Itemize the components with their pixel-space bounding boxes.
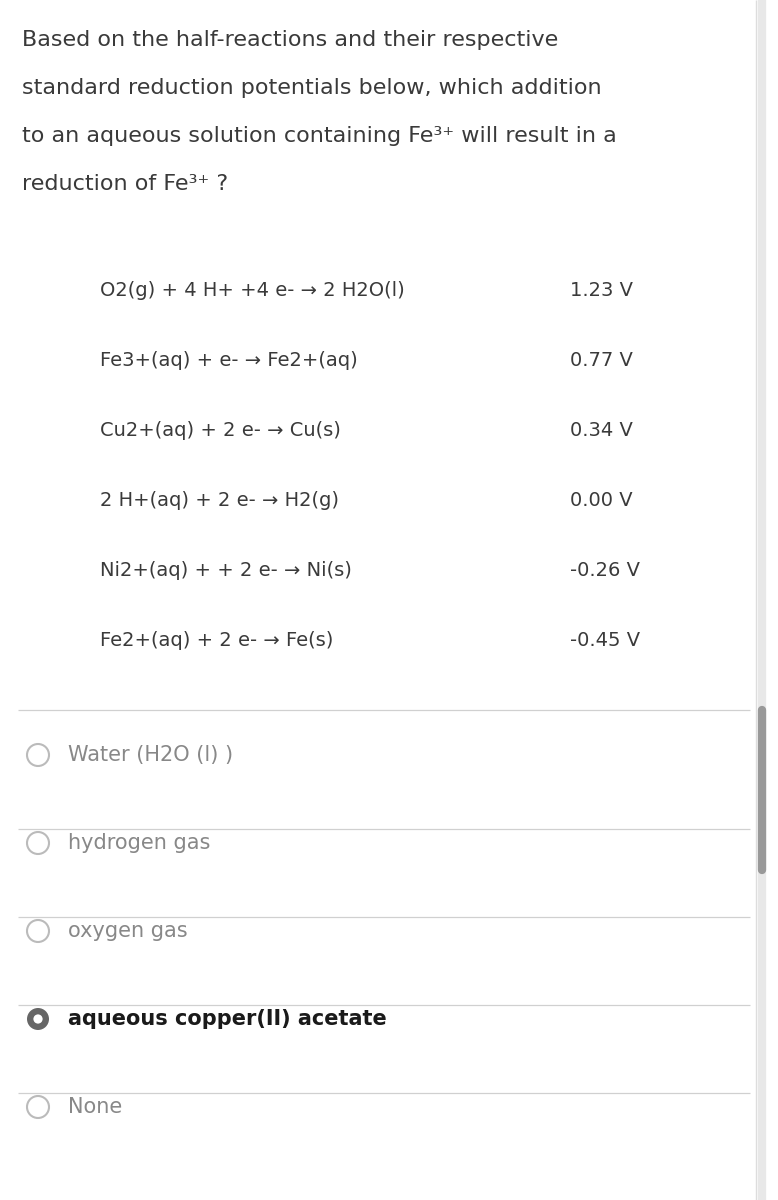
Circle shape — [27, 1096, 49, 1118]
Text: to an aqueous solution containing Fe³⁺ will result in a: to an aqueous solution containing Fe³⁺ w… — [22, 126, 617, 146]
Text: standard reduction potentials below, which addition: standard reduction potentials below, whi… — [22, 78, 601, 98]
Circle shape — [27, 832, 49, 854]
Text: 1.23 V: 1.23 V — [570, 281, 633, 300]
Text: oxygen gas: oxygen gas — [68, 922, 187, 941]
Text: Fe2+(aq) + 2 e- → Fe(s): Fe2+(aq) + 2 e- → Fe(s) — [100, 630, 334, 649]
Text: O2(g) + 4 H+ +4 e- → 2 H2O(l): O2(g) + 4 H+ +4 e- → 2 H2O(l) — [100, 281, 405, 300]
Text: Water (H2O (l) ): Water (H2O (l) ) — [68, 745, 233, 766]
Text: 0.00 V: 0.00 V — [570, 491, 633, 510]
Text: 0.77 V: 0.77 V — [570, 350, 633, 370]
Text: None: None — [68, 1097, 122, 1117]
Text: 0.34 V: 0.34 V — [570, 420, 633, 439]
Text: Fe3+(aq) + e- → Fe2+(aq): Fe3+(aq) + e- → Fe2+(aq) — [100, 350, 358, 370]
Text: 2 H+(aq) + 2 e- → H2(g): 2 H+(aq) + 2 e- → H2(g) — [100, 491, 339, 510]
Text: -0.45 V: -0.45 V — [570, 630, 640, 649]
Text: hydrogen gas: hydrogen gas — [68, 833, 210, 853]
Text: -0.26 V: -0.26 V — [570, 560, 640, 580]
Text: Ni2+(aq) + + 2 e- → Ni(s): Ni2+(aq) + + 2 e- → Ni(s) — [100, 560, 352, 580]
Text: reduction of Fe³⁺ ?: reduction of Fe³⁺ ? — [22, 174, 228, 194]
Text: Based on the half-reactions and their respective: Based on the half-reactions and their re… — [22, 30, 559, 50]
Circle shape — [33, 1014, 43, 1024]
Text: Cu2+(aq) + 2 e- → Cu(s): Cu2+(aq) + 2 e- → Cu(s) — [100, 420, 341, 439]
Circle shape — [27, 1008, 49, 1030]
Text: aqueous copper(II) acetate: aqueous copper(II) acetate — [68, 1009, 387, 1028]
Circle shape — [27, 744, 49, 766]
Circle shape — [27, 920, 49, 942]
